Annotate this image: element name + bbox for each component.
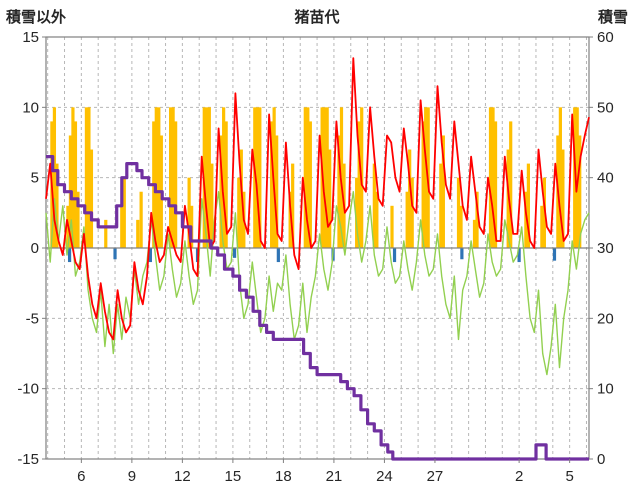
series-precip-bars — [67, 248, 557, 263]
series-temperature-line — [45, 57, 590, 341]
x-tick-label: 27 — [427, 468, 444, 485]
right-tick-label: 10 — [597, 381, 614, 398]
x-tick-label: 6 — [77, 468, 85, 485]
x-tick-label: 5 — [565, 468, 573, 485]
right-axis-title: 積雪 — [597, 9, 628, 26]
x-tick-label: 15 — [225, 468, 242, 485]
x-tick-label: 18 — [275, 468, 292, 485]
right-tick-label: 20 — [597, 310, 614, 327]
left-tick-label: -5 — [26, 310, 39, 327]
left-tick-label: 5 — [31, 170, 39, 187]
series-green-line — [45, 190, 590, 376]
series-snow-depth-line — [46, 155, 589, 461]
left-tick-label: -15 — [17, 451, 39, 468]
right-tick-label: 60 — [597, 29, 614, 46]
left-tick-label: -10 — [17, 381, 39, 398]
x-tick-label: 2 — [515, 468, 523, 485]
x-tick-label: 24 — [376, 468, 393, 485]
left-axis-title: 積雪以外 — [6, 9, 67, 26]
right-tick-label: 40 — [597, 170, 614, 187]
x-tick-label: 9 — [128, 468, 136, 485]
left-tick-label: 10 — [22, 99, 39, 116]
right-tick-label: 50 — [597, 99, 614, 116]
right-tick-label: 0 — [597, 451, 605, 468]
x-tick-label: 21 — [326, 468, 343, 485]
left-tick-label: 15 — [22, 29, 39, 46]
right-tick-label: 30 — [597, 240, 614, 257]
left-tick-label: 0 — [31, 240, 39, 257]
x-tick-label: 12 — [174, 468, 191, 485]
chart-title: 猪苗代 — [294, 9, 340, 26]
